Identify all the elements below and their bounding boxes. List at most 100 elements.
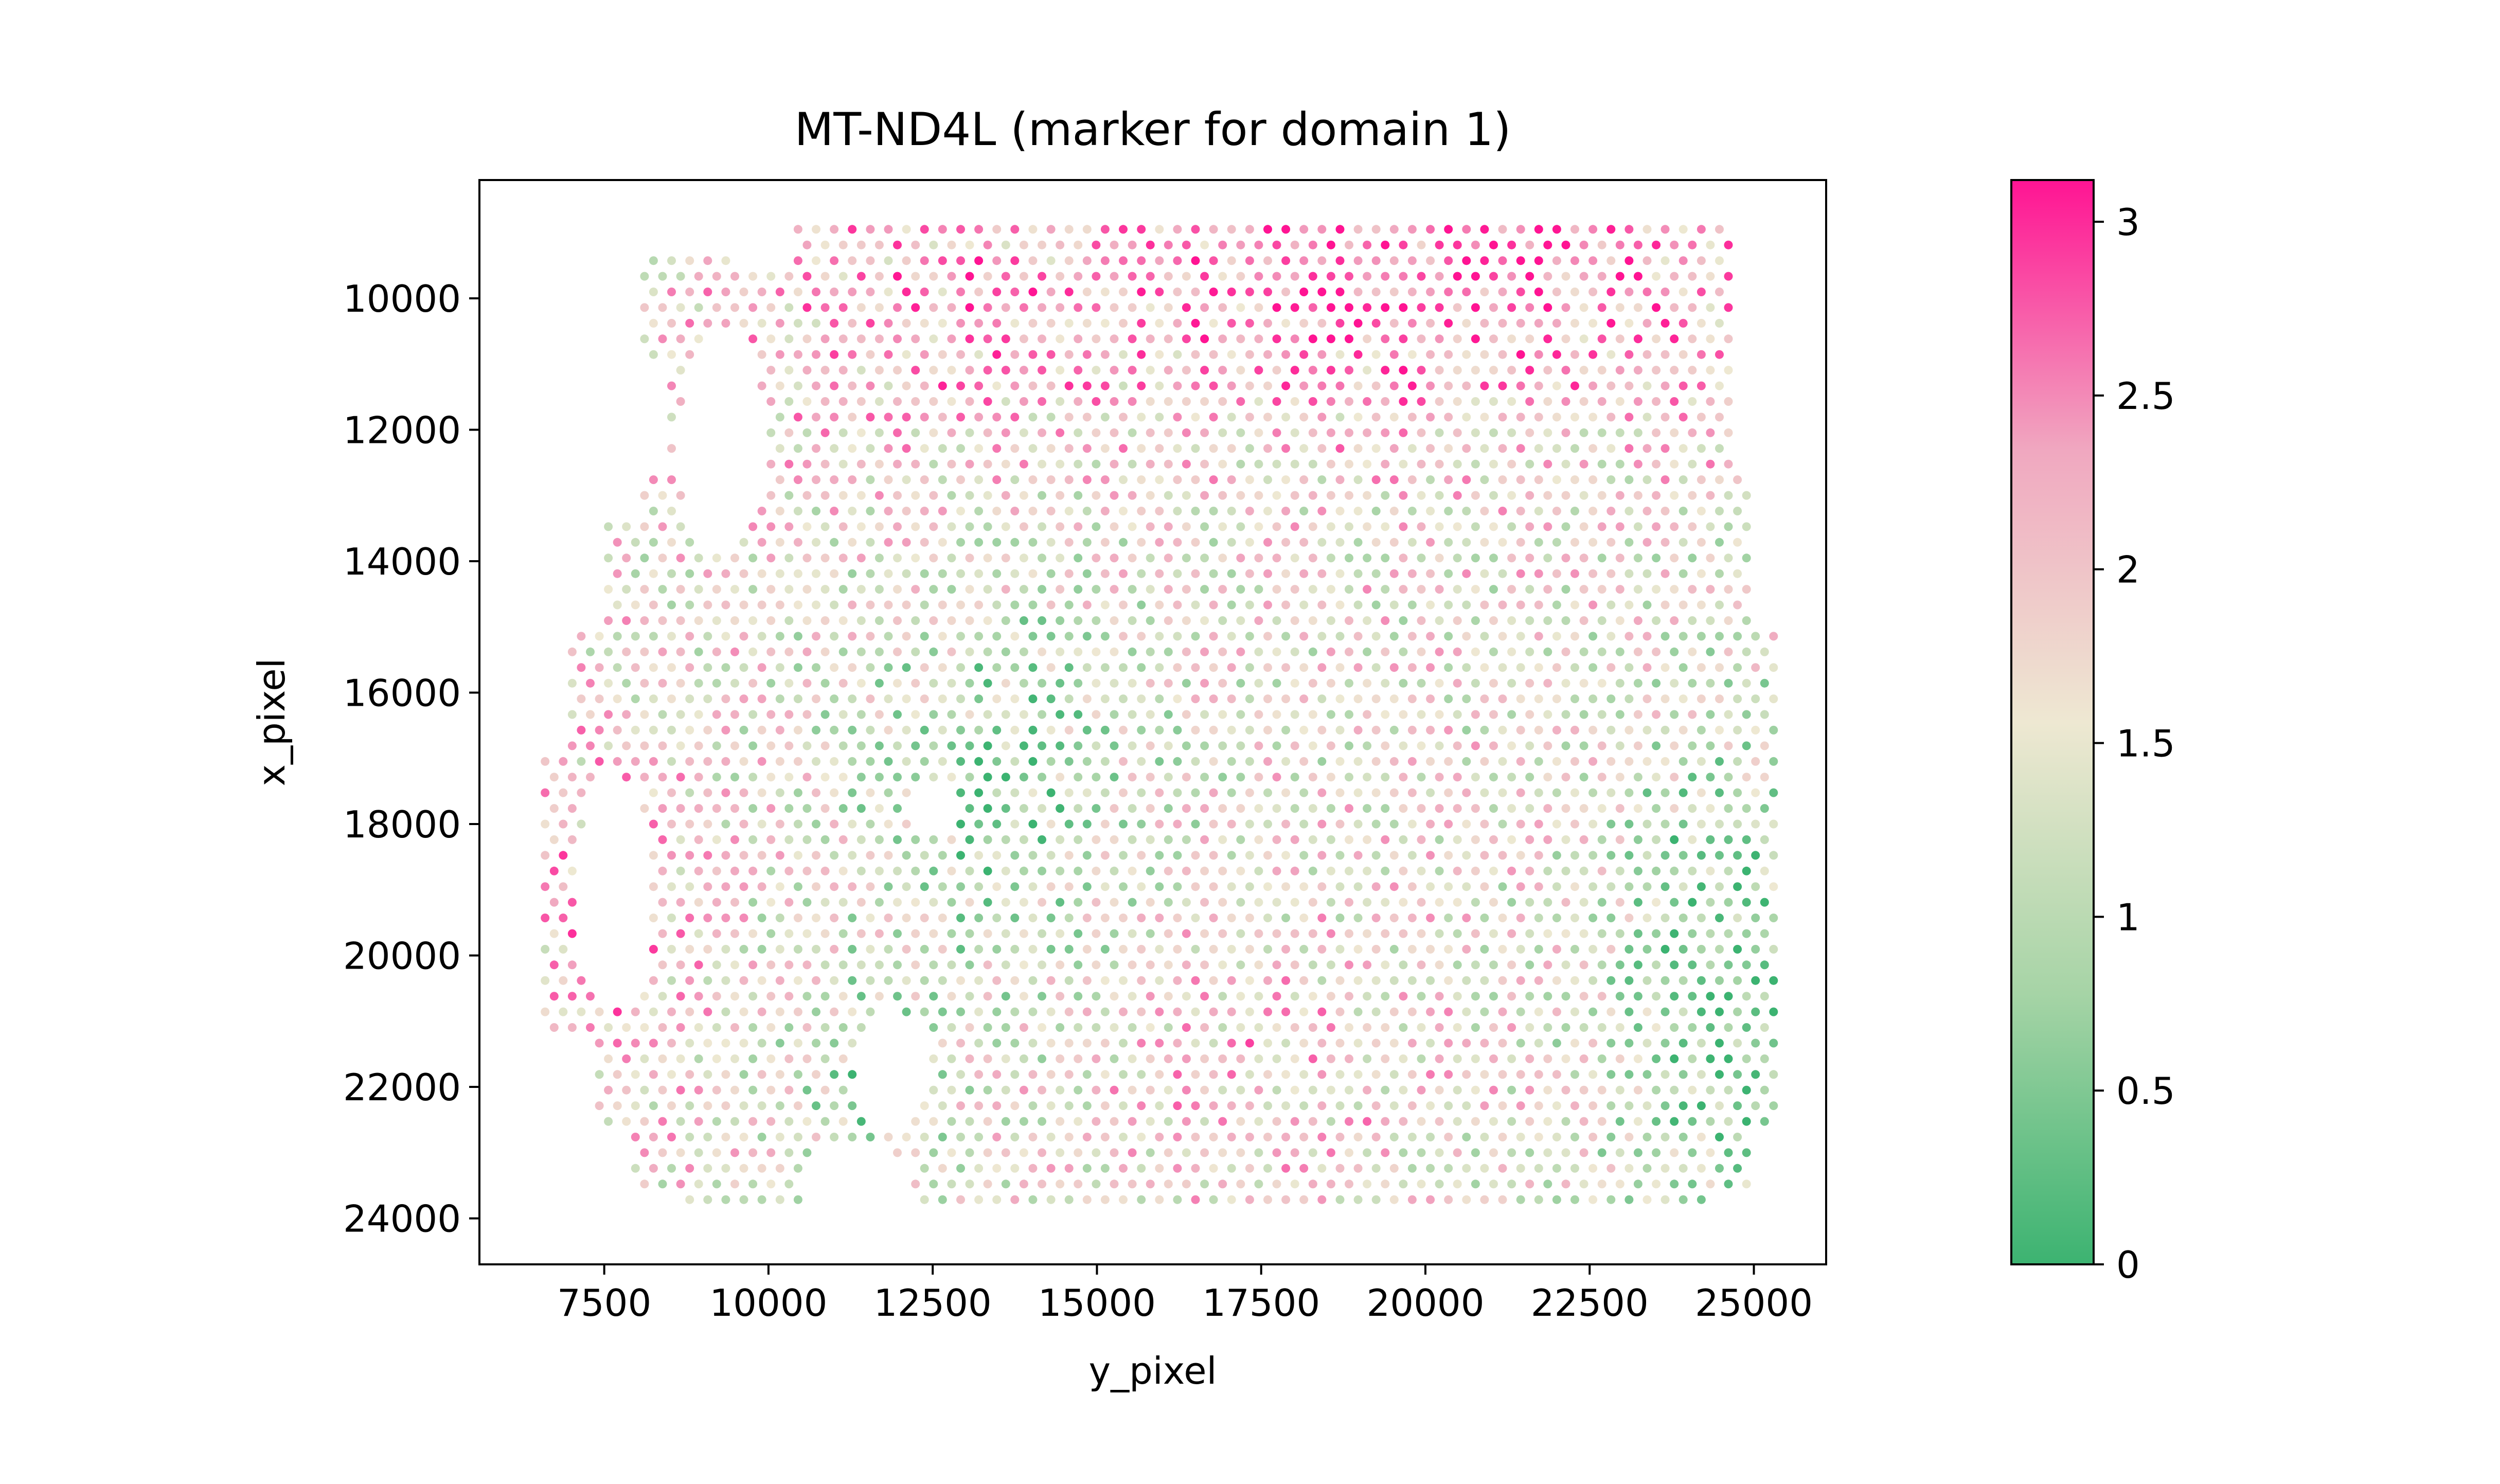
spot-point (1688, 992, 1697, 1001)
spot-point (992, 1070, 1002, 1079)
spot-point (1299, 288, 1309, 296)
spot-point (1363, 459, 1372, 469)
spot-point (1697, 788, 1706, 797)
spot-point (1236, 804, 1245, 813)
spot-point (739, 788, 748, 797)
spot-point (866, 350, 875, 359)
spot-point (1146, 553, 1155, 563)
spot-point (784, 459, 794, 469)
spot-point (848, 694, 857, 704)
spot-point (1480, 256, 1489, 265)
spot-point (1128, 835, 1137, 844)
spot-point (1516, 1007, 1525, 1016)
spot-point (992, 1195, 1002, 1204)
spot-point (1182, 866, 1191, 875)
spot-point (1435, 741, 1444, 750)
spot-point (947, 710, 956, 719)
spot-point (1200, 960, 1209, 970)
spot-point (1209, 1039, 1218, 1048)
spot-point (1715, 1101, 1724, 1111)
spot-point (1046, 976, 1056, 985)
spot-point (1064, 318, 1074, 328)
spot-point (820, 866, 830, 875)
spot-point (1525, 240, 1534, 249)
spot-point (820, 992, 830, 1001)
spot-point (1444, 944, 1453, 954)
spot-point (1281, 851, 1291, 860)
spot-point (1389, 1164, 1399, 1173)
spot-point (974, 225, 984, 234)
spot-point (1688, 678, 1697, 688)
spot-point (1056, 428, 1065, 437)
spot-point (893, 804, 902, 813)
spot-point (902, 288, 911, 296)
spot-point (1191, 1195, 1200, 1204)
spot-point (1444, 569, 1453, 578)
spot-point (1670, 616, 1679, 625)
spot-point (712, 929, 721, 938)
spot-point (1489, 616, 1498, 625)
spot-point (1715, 788, 1724, 797)
spot-point (1399, 522, 1408, 531)
spot-point (1371, 256, 1381, 265)
spot-point (1064, 1070, 1074, 1079)
spot-point (820, 397, 830, 406)
spot-point (1417, 491, 1426, 500)
spot-point (1281, 569, 1291, 578)
spot-point (956, 413, 965, 422)
spot-point (1633, 522, 1642, 531)
spot-point (766, 773, 776, 782)
spot-point (1028, 288, 1038, 296)
spot-point (1615, 866, 1624, 875)
spot-point (1688, 960, 1697, 970)
spot-point (1074, 240, 1083, 249)
spot-point (1670, 522, 1679, 531)
spot-point (622, 1085, 631, 1095)
spot-point (1308, 240, 1317, 249)
spot-point (1507, 678, 1516, 688)
spot-point (1642, 444, 1652, 453)
spot-point (1733, 1133, 1742, 1141)
spot-point (1498, 757, 1507, 766)
spot-point (1308, 553, 1317, 563)
spot-point (694, 804, 703, 813)
spot-point (1588, 819, 1598, 829)
spot-point (1110, 866, 1119, 875)
spot-point (1462, 632, 1471, 641)
spot-point (1642, 944, 1652, 954)
spot-point (1660, 1101, 1670, 1111)
spot-point (856, 1023, 866, 1032)
spot-point (802, 334, 812, 344)
spot-point (911, 898, 920, 907)
spot-point (1155, 1070, 1164, 1079)
spot-point (1543, 553, 1552, 563)
spot-point (848, 350, 857, 359)
spot-point (1299, 1070, 1309, 1079)
spot-point (1597, 272, 1606, 281)
spot-point (866, 976, 875, 985)
spot-point (1272, 459, 1281, 469)
spot-point (983, 1085, 992, 1095)
spot-point (559, 819, 568, 829)
spot-point (838, 773, 848, 782)
spot-point (1633, 929, 1642, 938)
spot-point (1552, 1101, 1561, 1111)
spot-point (1191, 318, 1200, 328)
spot-point (856, 272, 866, 281)
spot-point (703, 1070, 712, 1079)
spot-point (739, 976, 748, 985)
spot-point (1381, 397, 1390, 406)
spot-point (1182, 741, 1191, 750)
spot-point (1389, 318, 1399, 328)
spot-point (1191, 944, 1200, 954)
spot-point (567, 773, 577, 782)
spot-point (1525, 585, 1534, 594)
spot-point (1019, 804, 1028, 813)
spot-point (856, 647, 866, 656)
spot-point (748, 992, 758, 1001)
spot-point (893, 866, 902, 875)
spot-point (812, 819, 820, 829)
spot-point (830, 944, 839, 954)
spot-point (1462, 976, 1471, 985)
spot-point (1760, 866, 1769, 875)
